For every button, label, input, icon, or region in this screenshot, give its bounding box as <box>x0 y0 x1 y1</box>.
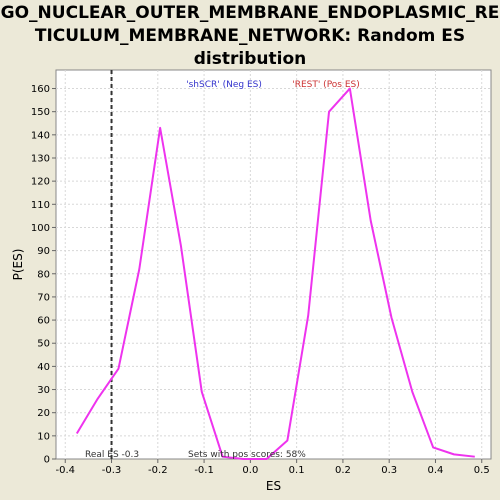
x-tick-label: -0.3 <box>102 465 122 476</box>
x-tick-label: 0.1 <box>289 465 305 476</box>
chart-title-line-1: GO_NUCLEAR_OUTER_MEMBRANE_ENDOPLASMIC_RE <box>0 3 500 23</box>
y-tick-label: 120 <box>31 177 50 188</box>
neg-es-label: 'shSCR' (Neg ES) <box>186 80 262 90</box>
chart-title-line-3: distribution <box>193 49 307 69</box>
y-tick-label: 10 <box>37 431 50 442</box>
y-tick-label: 80 <box>37 269 50 280</box>
y-axis-label: P(ES) <box>11 249 25 281</box>
x-tick-label: -0.4 <box>55 465 75 476</box>
y-tick-label: 0 <box>44 455 50 466</box>
y-tick-label: 70 <box>37 292 50 303</box>
plot-area <box>55 69 492 460</box>
y-tick-label: 50 <box>37 339 50 350</box>
chart-title: GO_NUCLEAR_OUTER_MEMBRANE_ENDOPLASMIC_RE… <box>0 2 500 71</box>
x-tick-label: 0.3 <box>381 465 397 476</box>
x-tick-label: 0.5 <box>474 465 490 476</box>
y-tick-label: 110 <box>31 200 50 211</box>
y-tick-label: 160 <box>31 84 50 95</box>
y-tick-label: 140 <box>31 130 50 141</box>
series-line-es-distribution <box>75 87 475 460</box>
x-axis: -0.4 -0.3 -0.2 -0.1 0.0 0.1 0.2 0.3 0.4 0.5 <box>55 459 490 476</box>
x-tick-label: 0.0 <box>242 465 258 476</box>
pos-es-label: 'REST' (Pos ES) <box>292 80 360 90</box>
y-tick-label: 40 <box>37 362 50 373</box>
y-tick-label: 130 <box>31 153 50 164</box>
x-tick-label: -0.2 <box>148 465 168 476</box>
y-tick-label: 20 <box>37 408 50 419</box>
chart-title-line-2: TICULUM_MEMBRANE_NETWORK: Random ES <box>34 26 466 46</box>
x-tick-label: 0.2 <box>335 465 351 476</box>
x-tick-label: -0.1 <box>194 465 214 476</box>
y-axis: 0 10 20 30 40 50 60 70 80 90 100 110 120 130 140 150 160 <box>31 84 56 466</box>
y-tick-label: 60 <box>37 316 50 327</box>
y-tick-label: 150 <box>31 107 50 118</box>
x-tick-label: 0.4 <box>428 465 444 476</box>
real-es-label: Real ES -0.3 <box>85 450 139 460</box>
grid-lines <box>56 70 491 459</box>
pos-scores-label: Sets with pos scores: 58% <box>188 450 306 460</box>
y-tick-label: 30 <box>37 385 50 396</box>
x-axis-label: ES <box>266 479 281 493</box>
y-tick-label: 100 <box>31 223 50 234</box>
y-tick-label: 90 <box>37 246 50 257</box>
